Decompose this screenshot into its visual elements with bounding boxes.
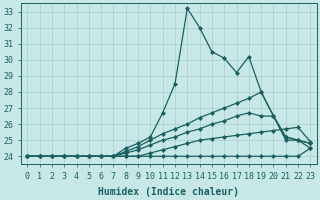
X-axis label: Humidex (Indice chaleur): Humidex (Indice chaleur): [98, 186, 239, 197]
